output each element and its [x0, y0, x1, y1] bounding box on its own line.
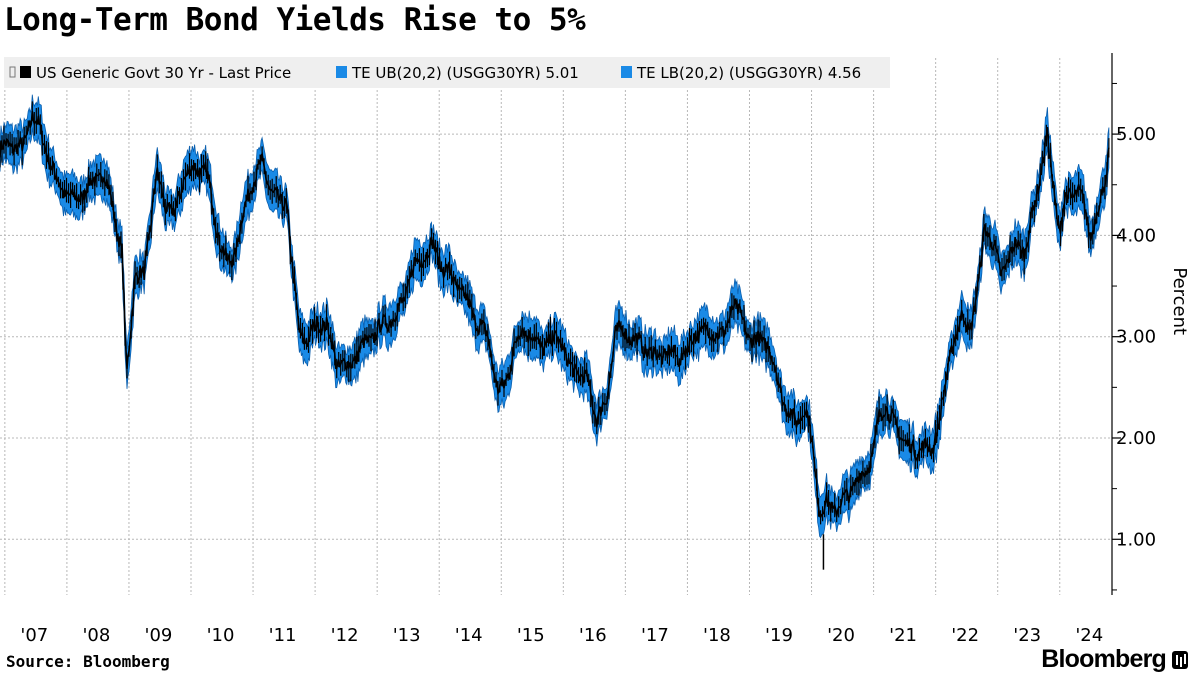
- x-tick-label-7: '14: [455, 625, 483, 646]
- x-tick-label-10: '17: [641, 625, 669, 646]
- y-tick-label-2.00: 2.00: [1116, 428, 1156, 449]
- chart-title: Long-Term Bond Yields Rise to 5%: [4, 2, 586, 38]
- legend-price-swatch: [20, 66, 31, 78]
- band-area: [0, 94, 1110, 539]
- x-tick-label-9: '16: [579, 625, 607, 646]
- x-tick-label-1: '08: [82, 625, 110, 646]
- legend-label-price: US Generic Govt 30 Yr - Last Price: [36, 64, 291, 82]
- x-tick-label-4: '11: [269, 625, 297, 646]
- axes: 1.00 2.00 3.00 4.00 5.00 Percent '07 '08 '09 '10 '…: [20, 53, 1190, 646]
- x-tick-label-16: '23: [1013, 625, 1041, 646]
- y-tick-label-3.00: 3.00: [1116, 327, 1156, 348]
- bloomberg-logo: Bloomberg: [1041, 645, 1188, 674]
- y-tick-label-1.00: 1.00: [1116, 529, 1156, 550]
- x-tick-label-14: '21: [889, 625, 917, 646]
- bollinger-band: [0, 94, 1110, 539]
- price-series: [0, 101, 1110, 570]
- price-bars: [0, 101, 1110, 525]
- x-tick-label-5: '12: [331, 625, 359, 646]
- x-tick-label-12: '19: [765, 625, 793, 646]
- x-tick-label-15: '22: [951, 625, 979, 646]
- x-tick-label-2: '09: [145, 625, 173, 646]
- x-tick-label-0: '07: [20, 625, 48, 646]
- legend: US Generic Govt 30 Yr - Last Price TE UB(…: [4, 57, 890, 88]
- legend-lb-swatch: [621, 66, 632, 78]
- legend-label-lb: TE LB(20,2) (USGG30YR) 4.56: [636, 64, 861, 82]
- x-tick-label-8: '15: [517, 625, 545, 646]
- x-tick-label-13: '20: [827, 625, 855, 646]
- terminal-icon: [1172, 650, 1188, 669]
- y-axis-label: Percent: [1169, 267, 1190, 335]
- legend-background: [4, 57, 890, 88]
- legend-ub-swatch: [336, 66, 347, 78]
- source-note: Source: Bloomberg: [6, 652, 170, 671]
- x-tick-label-6: '13: [393, 625, 421, 646]
- y-tick-label-4.00: 4.00: [1116, 225, 1156, 246]
- legend-ohlc-outline-icon: [9, 66, 16, 78]
- x-tick-label-3: '10: [207, 625, 235, 646]
- x-tick-label-11: '18: [703, 625, 731, 646]
- legend-label-ub: TE UB(20,2) (USGG30YR) 5.01: [351, 64, 579, 82]
- y-tick-label-5.00: 5.00: [1116, 124, 1156, 145]
- brand-wordmark: Bloomberg: [1041, 645, 1167, 673]
- x-tick-label-17: '24: [1075, 625, 1103, 646]
